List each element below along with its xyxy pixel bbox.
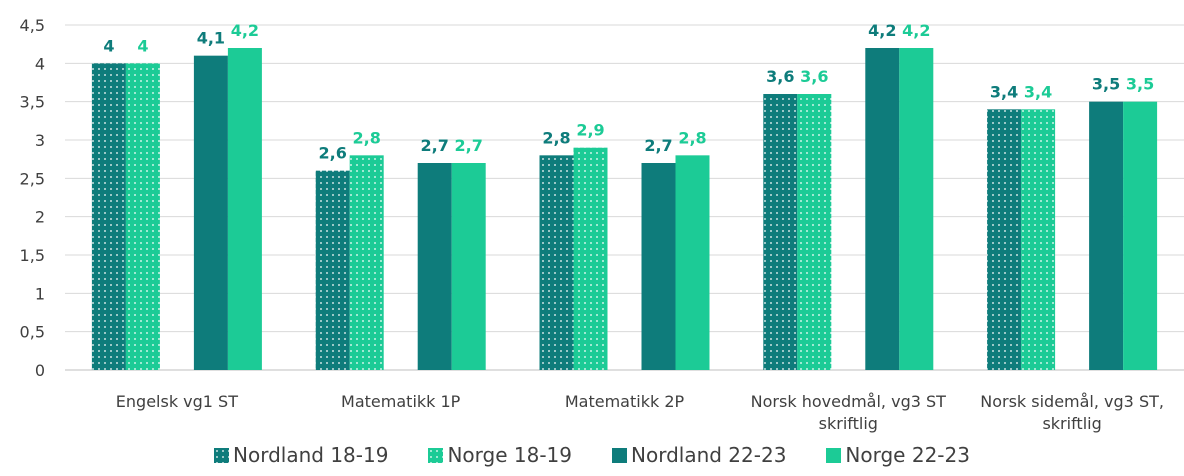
y-tick-label: 1,5 (20, 246, 45, 265)
bar (539, 155, 574, 370)
legend-item: Norge 22-23 (826, 443, 970, 467)
data-label: 2,7 (421, 136, 449, 155)
bar (675, 155, 710, 370)
x-tick-label: Engelsk vg1 ST (115, 392, 238, 411)
bar (417, 163, 452, 370)
bar (193, 55, 228, 371)
data-label: 4,2 (902, 21, 930, 40)
data-label: 3,5 (1092, 75, 1120, 94)
y-tick-label: 2,5 (20, 169, 45, 188)
bar (1021, 109, 1056, 370)
legend-item: Nordland 22-23 (612, 443, 786, 467)
data-label: 4,2 (231, 21, 259, 40)
data-label: 2,8 (542, 128, 570, 147)
legend-label: Nordland 22-23 (631, 443, 787, 467)
bar (227, 48, 262, 370)
data-label: 3,6 (766, 67, 794, 86)
y-tick-label: 2 (35, 208, 45, 227)
bar (797, 94, 832, 370)
x-tick-label: Matematikk 2P (564, 392, 685, 411)
bar (125, 63, 160, 370)
y-tick-label: 1 (35, 284, 45, 303)
data-label: 4,2 (868, 21, 896, 40)
swatch (428, 447, 444, 463)
legend-swatch (826, 447, 842, 463)
legend-swatch (214, 447, 230, 463)
bar (573, 147, 608, 370)
legend-label: Norge 22-23 (845, 443, 970, 467)
data-label: 4 (137, 36, 148, 55)
data-label: 3,6 (800, 67, 828, 86)
x-tick-label: Matematikk 1P (341, 392, 461, 411)
x-tick-label: Norsk hovedmål, vg3 ST skriftlig (750, 392, 946, 433)
x-tick-label: Norsk sidemål, vg3 ST, skriftlig (980, 392, 1164, 433)
data-label: 2,7 (644, 136, 672, 155)
legend-label: Norge 18-19 (447, 443, 572, 467)
y-tick-label: 0 (35, 361, 45, 380)
data-label: 4,1 (197, 29, 225, 48)
legend-swatch (612, 447, 627, 463)
bar (315, 170, 350, 370)
swatch (826, 447, 842, 463)
y-tick-label: 0,5 (20, 323, 45, 342)
legend-item: Norge 18-19 (428, 443, 572, 467)
swatch (612, 447, 627, 463)
bar (1089, 101, 1124, 371)
bar (763, 94, 798, 370)
data-label: 3,4 (1024, 82, 1052, 101)
data-label: 3,4 (990, 82, 1018, 101)
data-label: 2,6 (319, 144, 347, 163)
data-label: 2,7 (455, 136, 483, 155)
bar (641, 163, 676, 370)
bar (865, 48, 900, 370)
y-tick-label: 3,5 (20, 93, 45, 112)
bar (1123, 101, 1158, 371)
legend-item: Nordland 18-19 (214, 443, 388, 467)
legend-swatch (428, 447, 444, 463)
y-tick-label: 4,5 (20, 16, 45, 35)
data-label: 2,8 (678, 128, 706, 147)
bar (349, 155, 384, 370)
bar (987, 109, 1022, 370)
data-label: 2,8 (353, 128, 381, 147)
swatch (214, 447, 230, 463)
data-label: 4 (103, 36, 114, 55)
bar (91, 63, 126, 370)
data-label: 3,5 (1126, 75, 1154, 94)
legend-label: Nordland 18-19 (233, 443, 389, 467)
bar (451, 163, 486, 370)
legend: Nordland 18-19 Norge 18-19 Nordland 22-23 N… (0, 443, 1184, 467)
y-tick-label: 3 (35, 131, 45, 150)
y-tick-label: 4 (35, 54, 45, 73)
data-label: 2,9 (576, 121, 604, 140)
bar (899, 48, 934, 370)
